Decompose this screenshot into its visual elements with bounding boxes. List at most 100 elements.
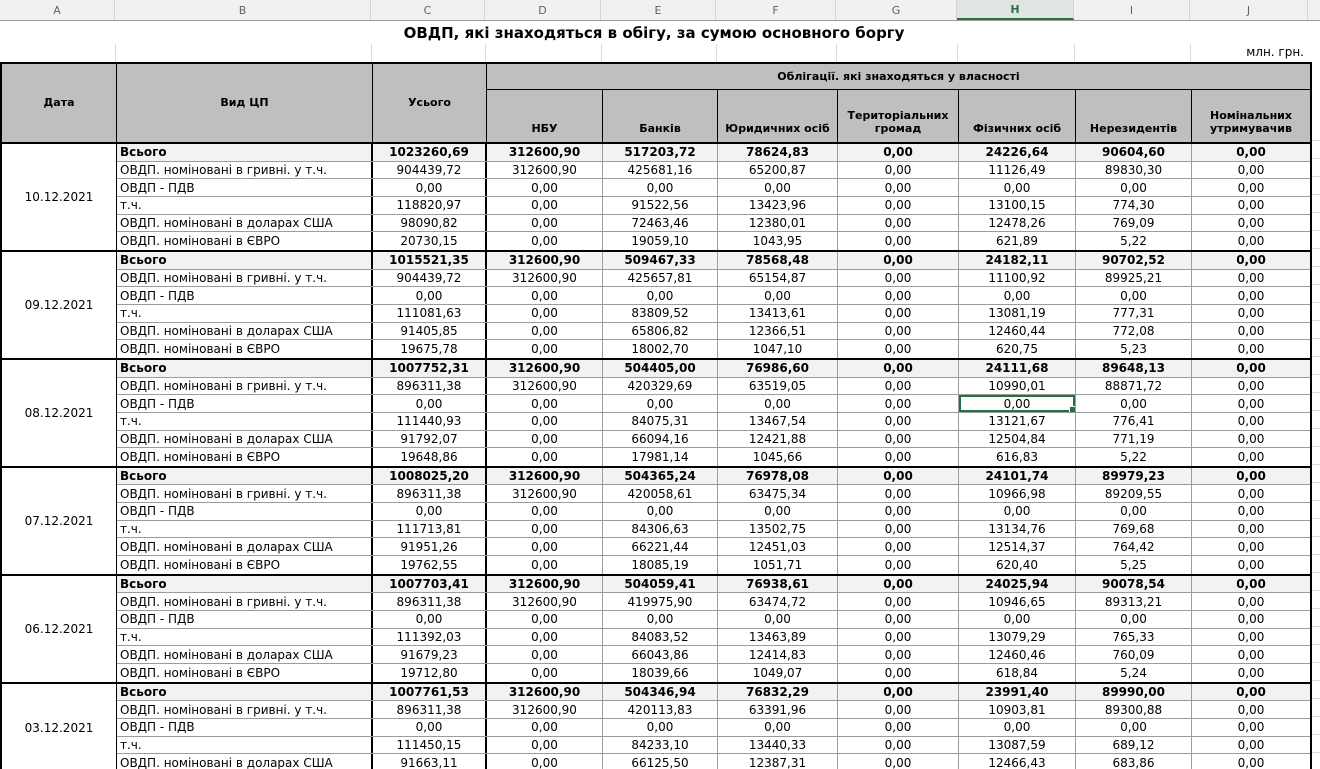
value-cell[interactable]: 504365,24 [603, 467, 718, 485]
value-cell[interactable]: 12387,31 [718, 754, 838, 769]
value-cell[interactable]: 0,00 [959, 719, 1076, 736]
value-cell[interactable]: 0,00 [487, 538, 603, 556]
value-cell[interactable]: 0,00 [373, 503, 487, 520]
value-cell[interactable]: 0,00 [838, 448, 959, 466]
sheet-title[interactable]: ОВДП, які знаходяться в обігу, за сумою … [403, 23, 905, 42]
column-header-a[interactable]: A [0, 0, 115, 20]
value-cell[interactable]: 620,75 [959, 340, 1076, 358]
value-cell[interactable]: 19675,78 [373, 340, 487, 358]
value-cell[interactable]: 72463,46 [603, 214, 718, 232]
value-cell[interactable]: 0,00 [838, 144, 959, 161]
header-cell-banks[interactable]: Банків [603, 90, 718, 142]
value-cell[interactable]: 5,22 [1076, 448, 1192, 466]
column-header-f[interactable]: F [716, 0, 836, 20]
row-label-cell[interactable]: ОВДП - ПДВ [117, 395, 373, 412]
value-cell[interactable]: 12504,84 [959, 430, 1076, 448]
value-cell[interactable]: 0,00 [1237, 431, 1265, 446]
value-cell[interactable]: 0,00 [487, 340, 603, 358]
value-cell[interactable]: 312600,90 [487, 377, 603, 395]
row-label-cell[interactable]: ОВДП. номіновані в доларах США [117, 430, 373, 448]
row-label-cell[interactable]: ОВДП. номіновані в доларах США [117, 322, 373, 340]
value-cell[interactable]: 0,00 [1237, 342, 1265, 357]
value-cell[interactable]: 312600,90 [487, 269, 603, 287]
value-cell[interactable]: 904439,72 [373, 269, 487, 287]
value-cell[interactable]: 1047,10 [718, 340, 838, 358]
value-cell[interactable]: 13079,29 [959, 628, 1076, 646]
value-cell[interactable]: 0,00 [718, 611, 838, 628]
value-cell[interactable]: 91663,11 [373, 754, 487, 769]
value-cell[interactable]: 616,83 [959, 448, 1076, 466]
value-cell[interactable]: 89979,23 [1076, 467, 1192, 485]
value-cell[interactable]: 24101,74 [959, 467, 1076, 485]
value-cell[interactable]: 11100,92 [959, 269, 1076, 287]
value-cell[interactable]: 0,00 [838, 683, 959, 701]
value-cell[interactable]: 13463,89 [718, 628, 838, 646]
row-label-cell[interactable]: т.ч. [117, 196, 373, 214]
value-cell[interactable]: 774,30 [1076, 196, 1192, 214]
header-cell-nbu[interactable]: НБУ [487, 90, 603, 142]
value-cell[interactable]: 63475,34 [718, 485, 838, 503]
value-cell[interactable]: 509467,33 [603, 251, 718, 269]
value-cell[interactable]: 0,00 [838, 359, 959, 377]
value-cell[interactable]: 12514,37 [959, 538, 1076, 556]
value-cell[interactable]: 312600,90 [487, 485, 603, 503]
value-cell[interactable]: 0,00 [838, 430, 959, 448]
value-cell[interactable]: 13413,61 [718, 304, 838, 322]
value-cell[interactable]: 0,00 [373, 179, 487, 196]
value-cell[interactable]: 777,31 [1076, 304, 1192, 322]
column-header-c[interactable]: C [371, 0, 485, 20]
value-cell[interactable]: 621,89 [959, 232, 1076, 250]
value-cell[interactable]: 0,00 [1236, 685, 1266, 700]
value-cell[interactable]: 24111,68 [959, 359, 1076, 377]
value-cell[interactable]: 0,00 [838, 520, 959, 538]
value-cell[interactable]: 0,00 [487, 196, 603, 214]
value-cell[interactable]: 13502,75 [718, 520, 838, 538]
value-cell[interactable]: 0,00 [603, 179, 718, 196]
value-cell[interactable]: 13081,19 [959, 304, 1076, 322]
row-label-cell[interactable]: т.ч. [117, 628, 373, 646]
value-cell[interactable]: 0,00 [487, 503, 603, 520]
value-cell[interactable]: 0,00 [603, 503, 718, 520]
value-cell[interactable]: 111392,03 [373, 628, 487, 646]
column-header-e[interactable]: E [601, 0, 716, 20]
value-cell[interactable]: 0,00 [959, 503, 1076, 520]
value-cell[interactable]: 0,00 [1237, 612, 1265, 627]
column-header-i[interactable]: I [1074, 0, 1190, 20]
value-cell[interactable]: 76978,08 [718, 467, 838, 485]
row-label-cell[interactable]: ОВДП. номіновані в доларах США [117, 538, 373, 556]
value-cell[interactable]: 0,00 [838, 269, 959, 287]
value-cell[interactable]: 0,00 [838, 179, 959, 196]
value-cell[interactable]: 76938,61 [718, 575, 838, 593]
header-cell-total[interactable]: Усього [373, 64, 487, 142]
value-cell[interactable]: 0,00 [487, 664, 603, 682]
value-cell[interactable]: 66125,50 [603, 754, 718, 769]
value-cell[interactable]: 0,00 [959, 287, 1076, 304]
value-cell[interactable]: 83809,52 [603, 304, 718, 322]
value-cell[interactable]: 13134,76 [959, 520, 1076, 538]
value-cell[interactable]: 1049,07 [718, 664, 838, 682]
value-cell[interactable]: 0,00 [718, 287, 838, 304]
value-cell[interactable]: 0,00 [1237, 486, 1265, 501]
row-label-cell[interactable]: ОВДП. номіновані в гривні. у т.ч. [117, 377, 373, 395]
value-cell[interactable]: 76986,60 [718, 359, 838, 377]
value-cell[interactable]: 89925,21 [1076, 269, 1192, 287]
header-cell-nonresidents[interactable]: Нерезидентів [1076, 90, 1192, 142]
value-cell[interactable]: 0,00 [487, 754, 603, 769]
value-cell[interactable]: 312600,90 [487, 467, 603, 485]
value-cell[interactable]: 0,00 [838, 395, 959, 412]
value-cell[interactable]: 0,00 [1237, 306, 1265, 321]
value-cell[interactable]: 0,00 [838, 701, 959, 718]
selected-cell[interactable]: 0,00 [959, 395, 1076, 412]
value-cell[interactable]: 0,00 [1237, 396, 1265, 411]
value-cell[interactable]: 10966,98 [959, 485, 1076, 503]
value-cell[interactable]: 896311,38 [373, 701, 487, 718]
row-label-cell[interactable]: ОВДП. номіновані в ЄВРО [117, 232, 373, 250]
value-cell[interactable]: 0,00 [603, 611, 718, 628]
column-header-h[interactable]: H [957, 0, 1074, 20]
row-label-cell[interactable]: ОВДП. номіновані в доларах США [117, 214, 373, 232]
value-cell[interactable]: 90604,60 [1076, 144, 1192, 161]
value-cell[interactable]: 111440,93 [373, 412, 487, 430]
row-label-cell[interactable]: Всього [117, 251, 373, 269]
value-cell[interactable]: 0,00 [838, 611, 959, 628]
value-cell[interactable]: 1045,66 [718, 448, 838, 466]
